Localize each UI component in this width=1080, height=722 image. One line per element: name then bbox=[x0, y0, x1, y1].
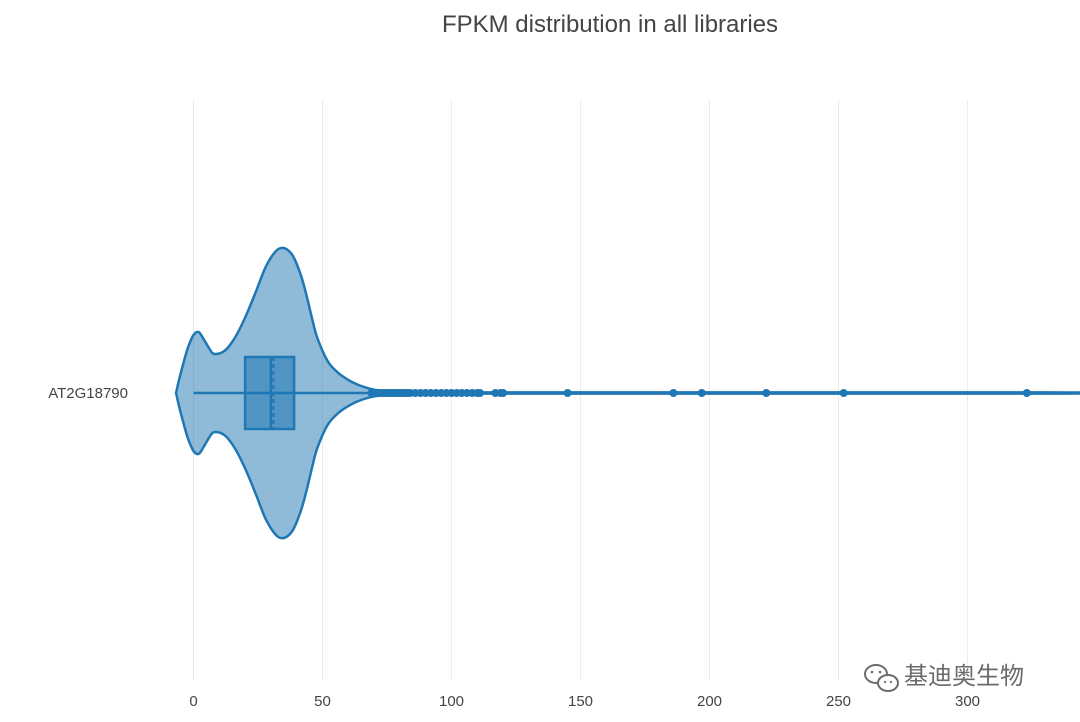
x-tick-label: 100 bbox=[439, 693, 464, 710]
x-tick-label: 50 bbox=[314, 693, 331, 710]
outlier-point bbox=[762, 389, 771, 397]
outlier-point bbox=[839, 389, 848, 397]
violin-layer bbox=[174, 246, 1080, 540]
outlier-point bbox=[669, 389, 678, 397]
outlier-point bbox=[697, 389, 706, 397]
outlier-point bbox=[475, 389, 484, 397]
watermark: 基迪奥生物 bbox=[864, 662, 1024, 692]
chart-title: FPKM distribution in all libraries bbox=[442, 11, 778, 38]
category-labels: AT2G18790 bbox=[48, 385, 128, 402]
wechat-icon bbox=[864, 664, 899, 692]
outlier-point bbox=[563, 389, 572, 397]
x-tick-label: 250 bbox=[826, 693, 851, 710]
outlier-point bbox=[1022, 389, 1031, 397]
watermark-text: 基迪奥生物 bbox=[904, 662, 1024, 690]
x-tick-label: 150 bbox=[568, 693, 593, 710]
x-tick-labels: 0 50 100 150 200 250 300 bbox=[189, 693, 980, 710]
x-tick-label: 300 bbox=[955, 693, 980, 710]
outlier-point bbox=[499, 389, 508, 397]
x-tick-label: 0 bbox=[189, 693, 197, 710]
x-tick-label: 200 bbox=[697, 693, 722, 710]
category-label: AT2G18790 bbox=[48, 385, 128, 402]
box-iqr bbox=[243, 355, 296, 431]
